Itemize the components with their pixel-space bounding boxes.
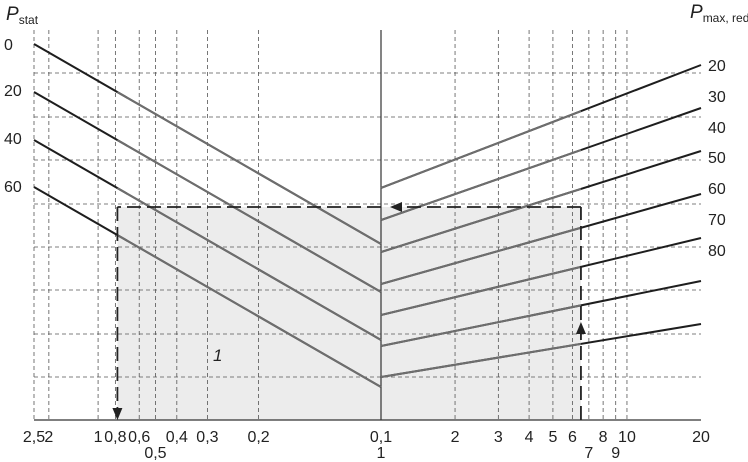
- bottom-right-tick-4: 5: [548, 429, 557, 446]
- bottom-left-tick-2: 1: [94, 429, 103, 446]
- region-label: 1: [213, 346, 222, 365]
- right-tick-1: 30: [708, 89, 726, 106]
- right-tick-0: 20: [708, 58, 726, 75]
- bottom-right-tick-6: 7: [584, 445, 593, 462]
- bottom-right-tick-2: 3: [494, 429, 503, 446]
- left-tick-1: 20: [4, 83, 22, 100]
- arrow-left: [390, 202, 402, 212]
- right-curves: [380, 64, 702, 378]
- left-curves: [33, 43, 382, 388]
- right-curve-shaded-40: [380, 187, 582, 253]
- left-tick-0: 0: [4, 37, 13, 54]
- bottom-left-tick-3: 0,8: [104, 429, 126, 446]
- right-curve-shaded-20: [380, 110, 582, 189]
- bottom-left-tick-7: 0,3: [196, 429, 218, 446]
- right-tick-3: 50: [708, 150, 726, 167]
- left-tick-3: 60: [4, 179, 22, 196]
- shade-rect: [117, 207, 581, 420]
- bottom-right-tick-3: 4: [525, 429, 534, 446]
- left-curve-shaded-60: [116, 234, 382, 388]
- bottom-left-tick-1: 2: [44, 429, 53, 446]
- example-path: [112, 202, 586, 420]
- left-curve-shaded-20: [116, 139, 382, 293]
- bottom-left-tick-5: 0,5: [144, 445, 166, 462]
- left-tick-2: 40: [4, 131, 22, 148]
- left-curve-shaded-40: [116, 187, 382, 341]
- left-axis-title: Pstat: [6, 4, 39, 27]
- bottom-right-tick-1: 2: [451, 429, 460, 446]
- right-curve-shaded-50: [380, 226, 582, 285]
- shaded-region: [117, 207, 581, 420]
- arrow-up: [575, 322, 586, 334]
- right-tick-4: 60: [708, 181, 726, 198]
- right-curve-shaded-30: [380, 149, 582, 221]
- right-tick-2: 40: [708, 120, 726, 137]
- left-curve-shaded-0: [116, 91, 382, 245]
- bottom-right-tick-7: 8: [599, 429, 608, 446]
- bottom-left-tick-9: 0,1: [370, 429, 392, 446]
- bottom-left-tick-6: 0,4: [166, 429, 188, 446]
- right-tick-6: 80: [708, 243, 726, 260]
- right-curve-shaded-70: [380, 304, 582, 347]
- right-curve-shaded-80: [380, 342, 582, 378]
- bottom-right-tick-10: 20: [692, 429, 710, 446]
- right-tick-5: 70: [708, 212, 726, 229]
- bottom-left-tick-8: 0,2: [247, 429, 269, 446]
- bottom-left-tick-4: 0,6: [128, 429, 150, 446]
- right-curve-shaded-60: [380, 265, 582, 316]
- bottom-left-tick-0: 2,5: [23, 429, 45, 446]
- bottom-right-tick-5: 6: [568, 429, 577, 446]
- bottom-right-tick-8: 9: [611, 445, 620, 462]
- bottom-right-tick-9: 10: [618, 429, 636, 446]
- arrow-down: [112, 408, 123, 420]
- bottom-right-tick-0: 1: [377, 445, 386, 462]
- grid: [33, 30, 701, 421]
- right-axis-title: Pmax, red: [690, 2, 748, 25]
